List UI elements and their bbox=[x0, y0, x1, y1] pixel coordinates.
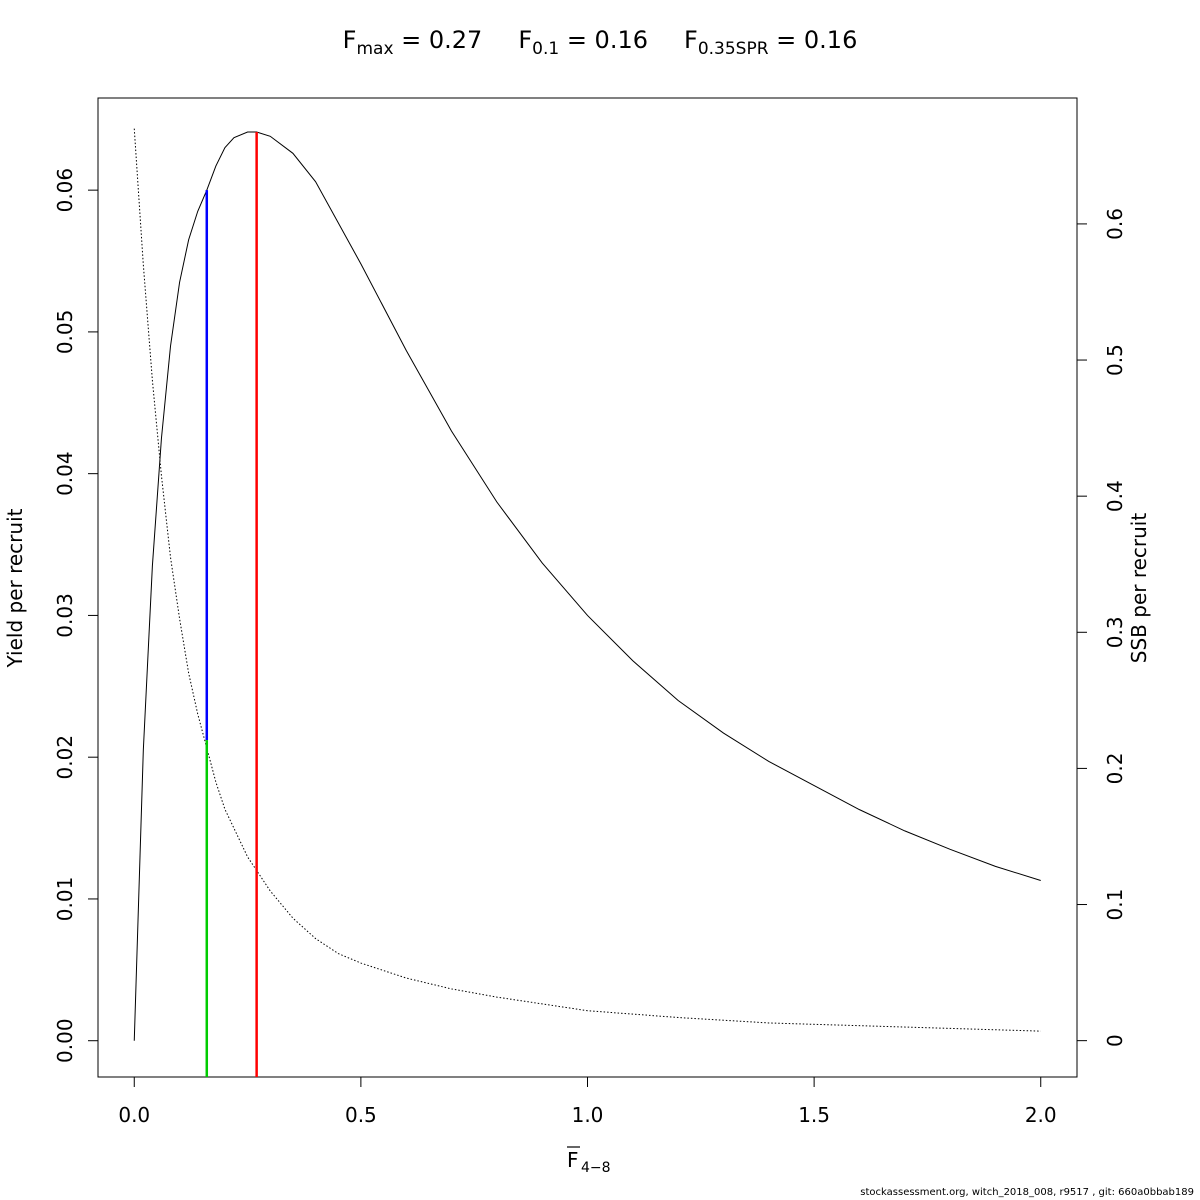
x-axis-label: F 4−8 bbox=[567, 1146, 611, 1176]
chart-title: Fmax = 0.27 F0.1 = 0.16 F0.35SPR = 0.16 bbox=[0, 26, 1200, 59]
x-tick-label: 1.0 bbox=[572, 1103, 604, 1127]
y-tick-label: 0.06 bbox=[53, 168, 77, 213]
x-tick-label: 0.0 bbox=[118, 1103, 150, 1127]
x-tick-label: 0.5 bbox=[345, 1103, 377, 1127]
y-tick-label: 0.00 bbox=[53, 1018, 77, 1063]
x-tick-label: 2.0 bbox=[1025, 1103, 1057, 1127]
y-tick-label: 0.03 bbox=[53, 593, 77, 638]
y2-tick-label: 0 bbox=[1103, 1034, 1127, 1047]
y-tick-label: 0.02 bbox=[53, 735, 77, 780]
svg-text:F: F bbox=[567, 1148, 579, 1172]
y2-tick-label: 0.3 bbox=[1103, 616, 1127, 648]
plot-frame bbox=[97, 97, 1078, 1078]
title-fmax: Fmax = 0.27 bbox=[342, 26, 483, 59]
y2-tick-label: 0.5 bbox=[1103, 344, 1127, 376]
svg-text:4−8: 4−8 bbox=[581, 1160, 611, 1176]
y2-tick-label: 0.6 bbox=[1103, 208, 1127, 240]
y2-axis-label: SSB per recruit bbox=[1127, 513, 1151, 664]
yield-per-recruit-line bbox=[133, 131, 1041, 1041]
title-f035spr: F0.35SPR = 0.16 bbox=[684, 26, 858, 59]
y-tick-label: 0.04 bbox=[53, 451, 77, 496]
footer-note: stockassessment.org, witch_2018_008, r95… bbox=[860, 1187, 1194, 1198]
y2-tick-label: 0.2 bbox=[1103, 753, 1127, 785]
y-tick-label: 0.05 bbox=[53, 310, 77, 355]
title-f01: F0.1 = 0.16 bbox=[518, 26, 648, 59]
ssb-per-recruit-line bbox=[133, 128, 1041, 1032]
x-tick-label: 1.5 bbox=[798, 1103, 830, 1127]
y-tick-label: 0.01 bbox=[53, 877, 77, 922]
y-axis-label: Yield per recruit bbox=[3, 508, 27, 668]
y2-tick-label: 0.4 bbox=[1103, 480, 1127, 512]
y2-tick-label: 0.1 bbox=[1103, 889, 1127, 921]
